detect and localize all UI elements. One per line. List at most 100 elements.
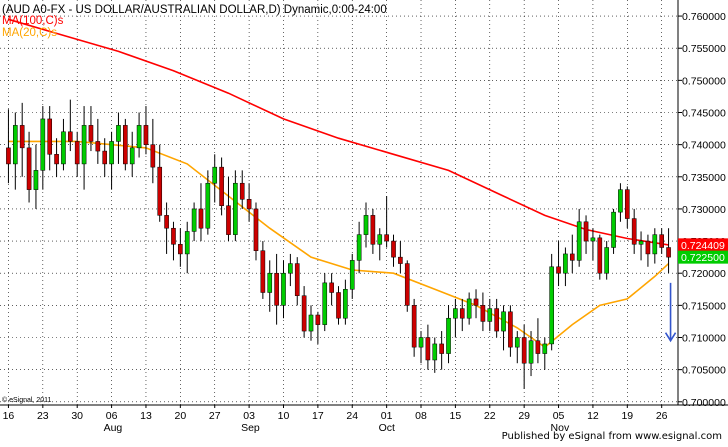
candle-body xyxy=(377,234,383,245)
y-axis-ticks: 0.700000 0.705000 0.710000 0.715000 0.720000… xyxy=(678,11,726,409)
x-tick-label: 10 xyxy=(278,410,290,422)
candle xyxy=(624,186,630,229)
candle-body xyxy=(26,147,32,190)
candle-body xyxy=(329,282,334,293)
candle-body xyxy=(61,131,66,165)
x-axis-ticks: 16 23 30 06 13 20 27 03 10 17 24 01 08 15 22 29 05 12 19 26 xyxy=(3,405,668,422)
candle xyxy=(563,247,568,287)
candle xyxy=(205,170,211,235)
candle xyxy=(521,324,527,389)
candle xyxy=(40,106,46,190)
candle-body xyxy=(150,144,156,168)
candle-body xyxy=(576,221,582,261)
month-labels: Aug Sep Oct Nov xyxy=(104,422,570,434)
candle-body xyxy=(102,150,108,165)
x-tick-label: 22 xyxy=(484,410,496,422)
candle xyxy=(13,112,18,190)
candle xyxy=(198,183,204,242)
candle xyxy=(514,331,520,364)
candles-layer xyxy=(6,99,671,389)
chart-title: (AUD A0-FX - US DOLLAR/AUSTRALIAN DOLLAR… xyxy=(2,4,387,16)
candle-body xyxy=(508,311,513,348)
candle xyxy=(267,260,273,312)
candle-body xyxy=(226,205,231,235)
candle xyxy=(576,208,582,267)
candle-body xyxy=(281,272,286,306)
x-tick-label: 15 xyxy=(450,410,462,422)
x-tick-label: 27 xyxy=(209,410,221,422)
candle xyxy=(501,305,506,351)
candle xyxy=(136,112,142,158)
month-label: Nov xyxy=(551,422,570,434)
candle xyxy=(631,208,637,254)
candle-body xyxy=(583,221,589,242)
candle xyxy=(88,106,94,152)
candle-body xyxy=(212,166,218,184)
candle xyxy=(411,298,417,357)
candle-body xyxy=(198,208,204,229)
candle xyxy=(81,106,87,190)
candle-body xyxy=(233,182,238,235)
candle-body xyxy=(301,295,307,332)
candle xyxy=(487,298,493,332)
candle-body xyxy=(556,266,561,274)
candle-body xyxy=(308,314,314,332)
candle-body xyxy=(260,250,266,293)
candle-body xyxy=(274,272,279,306)
candle-body xyxy=(157,166,163,216)
candle xyxy=(535,318,541,364)
candle-body xyxy=(604,247,609,274)
x-tick-label: 08 xyxy=(415,410,427,422)
candle xyxy=(301,286,307,338)
candle xyxy=(157,144,163,222)
candle xyxy=(47,106,53,171)
candle-body xyxy=(391,240,396,258)
candle-body xyxy=(439,343,444,354)
candle-body xyxy=(446,317,451,354)
ma20-line xyxy=(8,140,670,349)
candle xyxy=(171,221,176,261)
candle-body xyxy=(480,305,486,322)
candle-body xyxy=(349,260,355,290)
candle-body xyxy=(322,282,328,325)
candle xyxy=(191,202,197,242)
candle-body xyxy=(473,298,479,306)
candle-body xyxy=(459,308,465,319)
candle xyxy=(260,241,266,299)
candle xyxy=(370,208,376,254)
candle xyxy=(391,234,396,267)
candle xyxy=(33,144,39,209)
candle xyxy=(528,331,534,377)
candle xyxy=(398,241,403,274)
candle-body xyxy=(109,141,114,165)
candle xyxy=(597,234,603,280)
candle xyxy=(363,202,369,248)
candle-body xyxy=(267,272,273,293)
candle xyxy=(246,183,252,222)
candle xyxy=(638,231,644,261)
legend-ma100: MA(100,C)s xyxy=(2,15,64,27)
x-tick-label: 30 xyxy=(71,410,83,422)
candle-body xyxy=(363,215,369,235)
y-tick-label: 0.710000 xyxy=(682,333,726,345)
candle xyxy=(315,311,321,344)
candle-body xyxy=(618,189,623,213)
last-value-label: 0.722500 xyxy=(681,252,725,264)
candle-body xyxy=(164,215,169,229)
candle xyxy=(336,286,341,325)
candle xyxy=(356,221,362,274)
candle xyxy=(61,118,66,171)
candle xyxy=(377,228,383,261)
publisher-credit: Published by eSignal from www.esignal.co… xyxy=(501,431,722,442)
candle xyxy=(6,109,11,184)
candle xyxy=(150,118,156,184)
candle-body xyxy=(645,240,651,255)
candle xyxy=(590,228,596,261)
candle-body xyxy=(404,263,410,306)
y-tick-label: 0.700000 xyxy=(682,397,726,409)
candle-body xyxy=(501,311,506,332)
plot-background xyxy=(0,0,678,405)
x-tick-label: 29 xyxy=(518,410,530,422)
y-tick-label: 0.750000 xyxy=(682,75,726,87)
